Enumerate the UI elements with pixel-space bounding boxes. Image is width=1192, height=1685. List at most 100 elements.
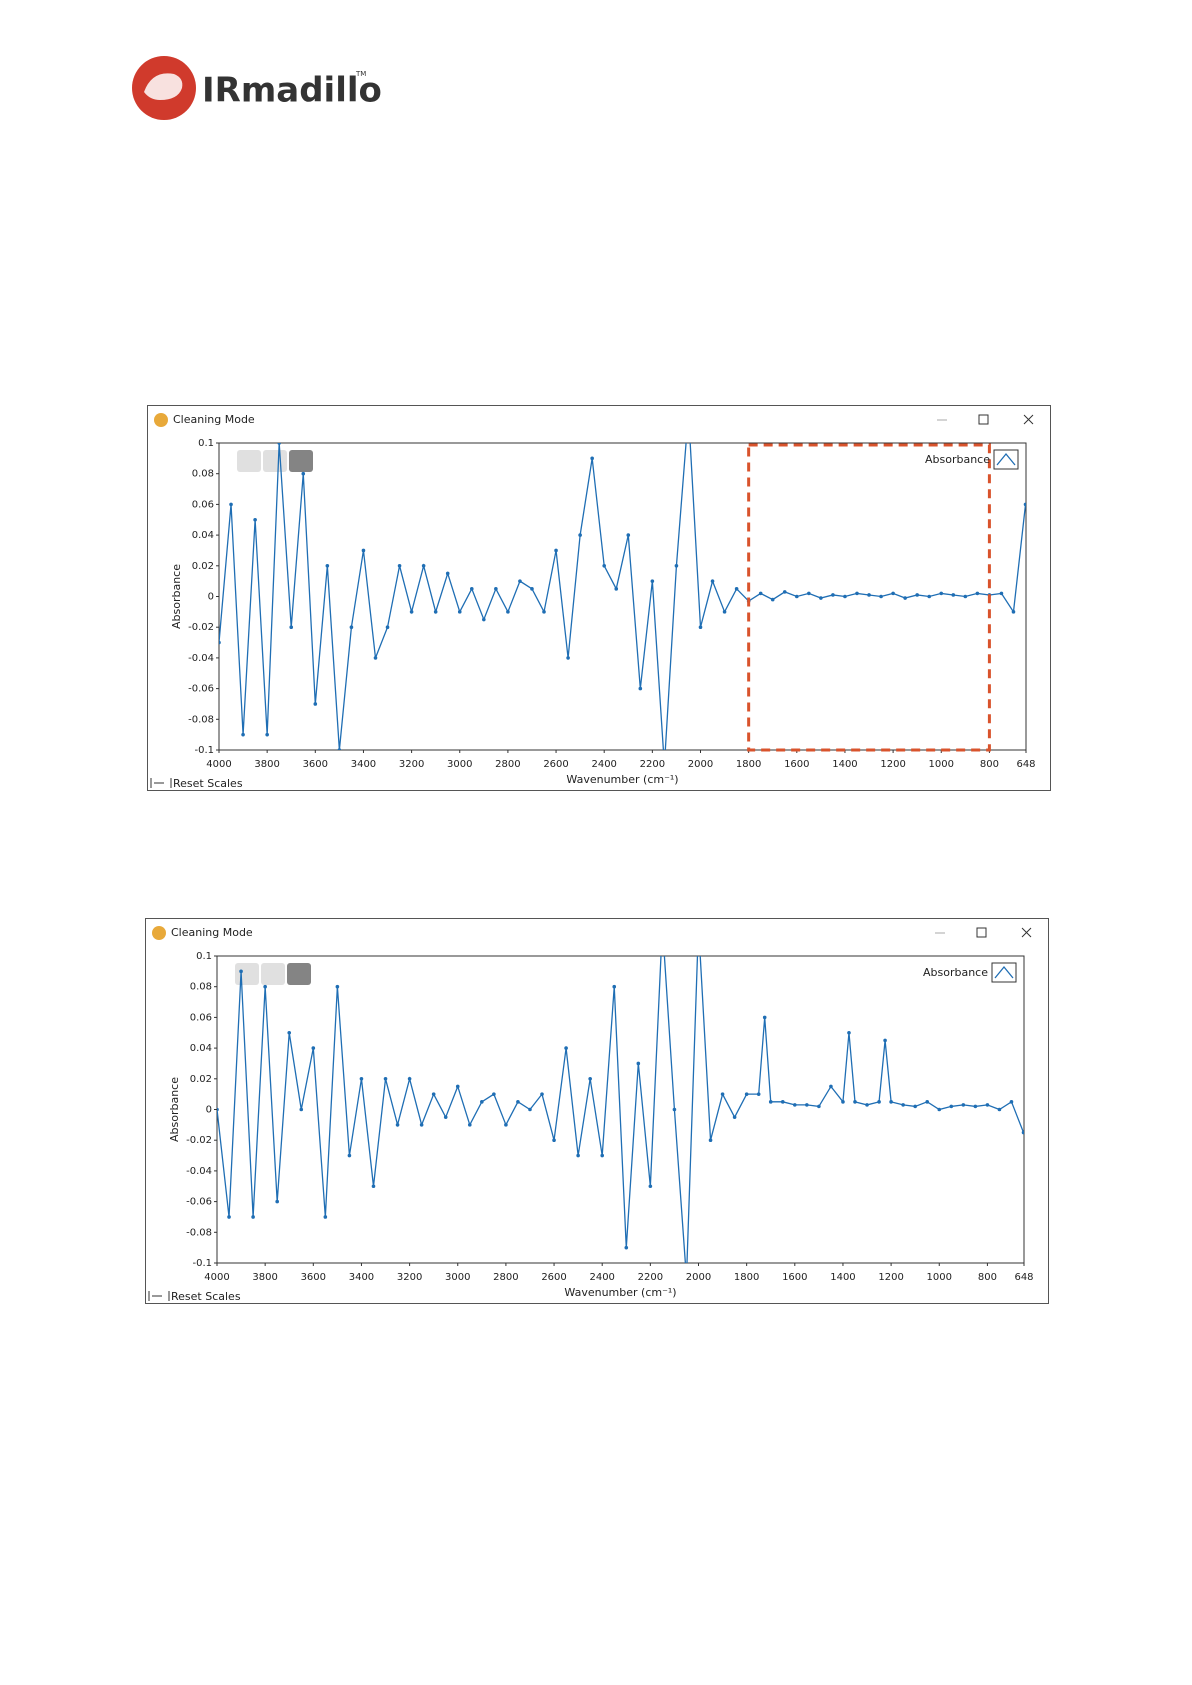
window-icon	[154, 413, 168, 427]
data-point	[756, 1092, 761, 1096]
data-point	[564, 1046, 568, 1050]
data-point	[385, 625, 390, 629]
data-point	[335, 984, 340, 989]
data-point	[975, 591, 980, 596]
data-point	[566, 656, 570, 660]
data-point	[744, 1092, 749, 1096]
x-tick-label: 1200	[880, 759, 905, 770]
data-point	[313, 702, 318, 706]
data-point	[383, 1077, 388, 1081]
data-point	[337, 748, 342, 750]
x-tick-label: 648	[1014, 1272, 1033, 1283]
x-tick-label: 2000	[686, 1272, 711, 1283]
data-point	[419, 1123, 424, 1127]
y-tick-label: 0.06	[192, 499, 214, 510]
data-point	[925, 1100, 930, 1104]
data-point	[530, 587, 534, 591]
data-point	[457, 610, 462, 614]
y-tick-label: 0	[206, 1105, 212, 1116]
x-axis-label: Wavenumber (cm⁻¹)	[564, 1286, 676, 1299]
maximize-button[interactable]	[976, 927, 987, 938]
data-point	[1011, 610, 1016, 614]
data-point	[239, 969, 243, 974]
reset-icon[interactable]	[148, 1291, 170, 1301]
y-tick-label: -0.08	[188, 714, 214, 725]
x-tick-label: 800	[980, 759, 999, 770]
data-point	[734, 587, 739, 591]
data-point	[732, 1115, 737, 1119]
spectrum-line	[219, 443, 1026, 750]
data-point	[883, 1038, 887, 1043]
data-point	[359, 1077, 364, 1081]
data-point	[219, 640, 221, 645]
data-point	[397, 564, 402, 568]
x-tick-label: 3600	[301, 1272, 326, 1283]
data-point	[937, 1107, 942, 1112]
window-title: Cleaning Mode	[171, 926, 253, 939]
data-point	[287, 1030, 292, 1035]
data-point	[253, 517, 257, 522]
data-point	[482, 617, 486, 622]
legend-line	[994, 965, 1014, 979]
x-tick-label: 1800	[736, 759, 761, 770]
x-tick-label: 648	[1016, 759, 1035, 770]
reset-icon[interactable]	[150, 778, 172, 788]
data-point	[229, 502, 233, 507]
plot-tool[interactable]	[235, 963, 259, 985]
data-point	[720, 1092, 725, 1096]
data-point	[843, 594, 847, 599]
x-tick-label: 3200	[399, 759, 424, 770]
x-tick-label: 3400	[351, 759, 376, 770]
x-tick-label: 1400	[830, 1272, 855, 1283]
x-tick-label: 3000	[447, 759, 472, 770]
data-point	[913, 1104, 917, 1109]
x-tick-label: 3200	[397, 1272, 422, 1283]
x-tick-label: 3800	[252, 1272, 277, 1283]
y-tick-label: -0.08	[186, 1227, 212, 1238]
y-tick-label: -0.04	[188, 653, 214, 664]
data-point	[853, 1100, 857, 1104]
x-tick-label: 1800	[734, 1272, 759, 1283]
data-point	[467, 1123, 472, 1127]
data-point	[624, 1245, 629, 1250]
data-point	[1021, 1130, 1024, 1135]
reset-scales-button[interactable]: Reset Scales	[173, 777, 243, 790]
logo-text: IRmadillo	[202, 71, 382, 111]
plot-tool[interactable]	[261, 963, 285, 985]
x-tick-label: 2200	[640, 759, 665, 770]
data-point	[901, 1103, 905, 1107]
close-button[interactable]	[1021, 927, 1032, 938]
data-point	[612, 984, 617, 989]
plot-tool[interactable]	[287, 963, 311, 985]
reset-scales-button[interactable]: Reset Scales	[171, 1290, 241, 1303]
y-axis-label: Absorbance	[168, 1077, 181, 1142]
plot-tool[interactable]	[237, 450, 261, 472]
data-point	[265, 732, 269, 737]
close-button[interactable]	[1023, 414, 1034, 425]
data-point	[939, 591, 944, 596]
data-point	[650, 579, 655, 583]
x-tick-label: 2800	[495, 759, 520, 770]
data-point	[710, 579, 715, 583]
plot-tool[interactable]	[289, 450, 313, 472]
data-point	[614, 587, 619, 591]
data-point	[758, 591, 763, 596]
data-point	[722, 610, 727, 614]
legend-label: Absorbance	[923, 966, 988, 979]
data-point	[782, 590, 787, 594]
data-point	[889, 1100, 893, 1104]
data-point	[819, 596, 823, 600]
maximize-button[interactable]	[978, 414, 989, 425]
data-point	[903, 596, 907, 600]
logo-armadillo	[144, 73, 183, 100]
data-point	[576, 1153, 580, 1158]
plot-tool[interactable]	[263, 450, 287, 472]
data-point	[506, 610, 510, 614]
data-point	[600, 1153, 605, 1158]
data-point	[217, 1107, 219, 1112]
legend-swatch	[991, 962, 1017, 983]
data-point	[708, 1138, 713, 1142]
data-point	[373, 656, 378, 660]
x-tick-label: 1600	[782, 1272, 807, 1283]
